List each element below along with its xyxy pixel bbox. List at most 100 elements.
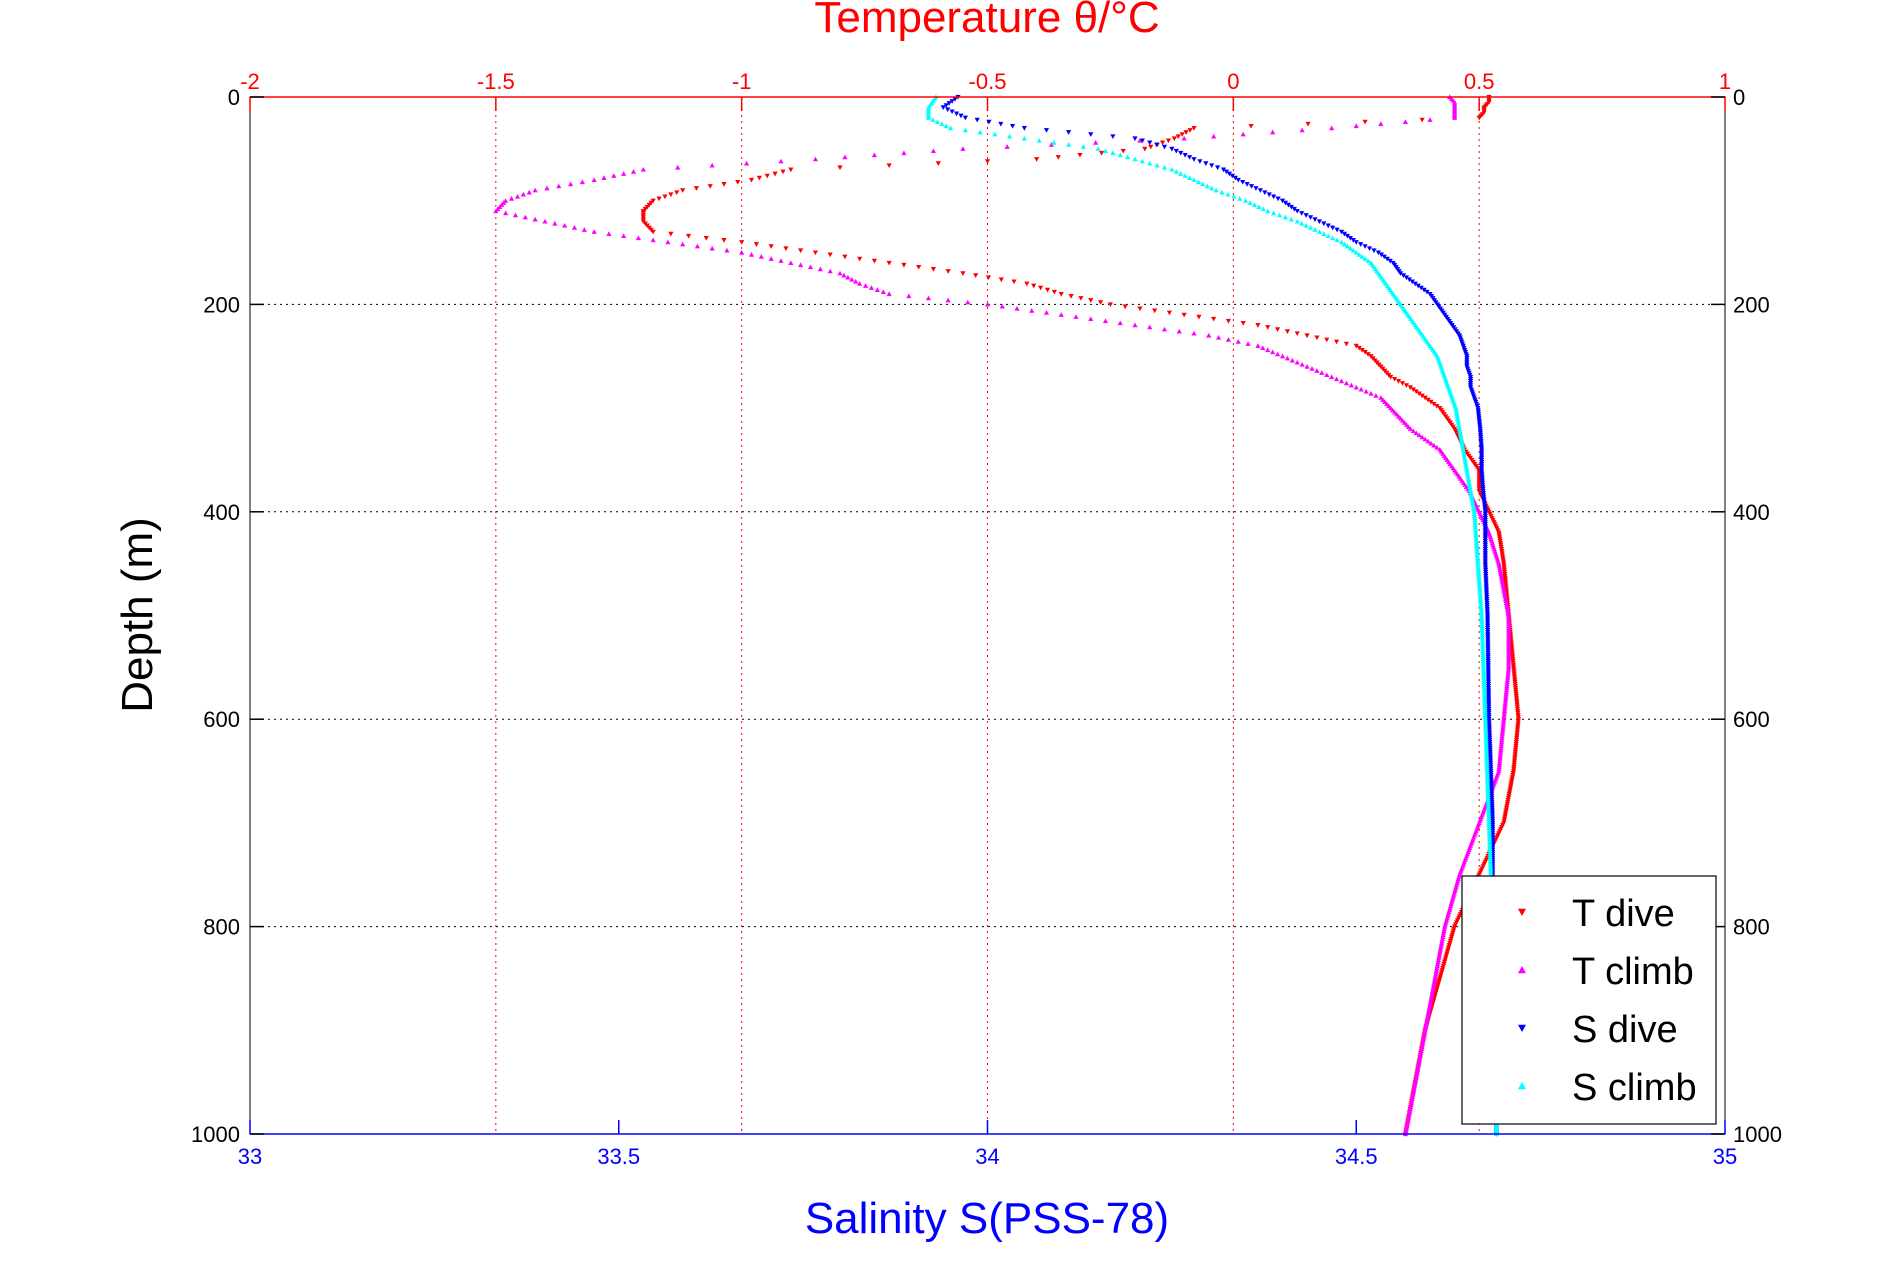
data-point [1407, 1108, 1413, 1114]
data-point [1334, 227, 1340, 233]
data-point [1457, 428, 1463, 433]
data-point [1299, 127, 1305, 133]
data-point [630, 169, 637, 174]
data-point [1186, 155, 1193, 160]
data-point [1437, 948, 1443, 954]
data-point [1362, 256, 1368, 261]
data-point [748, 252, 755, 257]
data-point [1497, 751, 1504, 757]
data-point [1409, 279, 1415, 285]
data-point [768, 256, 774, 261]
data-point [958, 113, 964, 119]
data-point [756, 175, 762, 181]
data-point [1505, 668, 1511, 674]
data-point [1412, 1079, 1418, 1085]
temperature-tick-label: -2 [240, 69, 260, 94]
data-point [1215, 334, 1222, 340]
data-point [1117, 152, 1123, 158]
data-point [1506, 664, 1512, 670]
data-point [1437, 946, 1444, 952]
data-point [1329, 374, 1335, 380]
data-point [817, 266, 823, 272]
data-point [581, 227, 587, 232]
data-point [1469, 496, 1475, 502]
data-point [778, 258, 784, 263]
data-point [1418, 1046, 1425, 1052]
axis-ticks [249, 96, 1726, 1135]
data-point [693, 186, 700, 191]
data-point [939, 121, 945, 127]
data-point [1051, 289, 1057, 295]
data-point [1456, 422, 1462, 427]
data-point [1245, 341, 1251, 346]
data-point [1260, 345, 1266, 351]
data-point [1206, 332, 1212, 338]
data-point [1433, 971, 1439, 977]
salinity-tick-label: 35 [1713, 1144, 1737, 1169]
data-point [591, 177, 597, 183]
data-point [798, 248, 804, 254]
data-point [1502, 704, 1508, 709]
data-point [1500, 581, 1506, 587]
data-point [1225, 191, 1231, 197]
data-point [798, 262, 804, 268]
data-point [611, 173, 617, 178]
data-point [1497, 760, 1503, 765]
data-point [849, 276, 855, 282]
data-point [621, 233, 627, 239]
data-point [945, 269, 951, 274]
data-point [567, 181, 574, 187]
data-point [1321, 231, 1327, 236]
data-point [1502, 596, 1509, 601]
data-point [1093, 140, 1099, 145]
data-point [1213, 187, 1219, 193]
data-point [674, 190, 680, 196]
data-point [1271, 194, 1277, 200]
data-point [1132, 136, 1138, 142]
data-point [1420, 1040, 1426, 1045]
data-point [1505, 673, 1511, 678]
data-point [1416, 1060, 1422, 1066]
data-point [1498, 745, 1504, 751]
data-point [1462, 459, 1468, 465]
data-point [1088, 316, 1094, 321]
data-point [1036, 137, 1042, 143]
data-point [1502, 706, 1508, 711]
data-point [1231, 193, 1237, 199]
data-point [650, 237, 656, 243]
data-point [1265, 325, 1271, 330]
data-point [662, 194, 668, 200]
data-point [1421, 1031, 1427, 1037]
data-point [1500, 724, 1506, 730]
data-point [522, 214, 528, 220]
data-point [1470, 500, 1476, 506]
data-point [1503, 600, 1509, 606]
data-point [1432, 973, 1438, 979]
data-point [1425, 1011, 1431, 1016]
data-point [532, 216, 538, 222]
data-point [1459, 438, 1465, 444]
data-point [1161, 326, 1168, 332]
depth-tick-label-right: 600 [1733, 707, 1770, 732]
data-point [1098, 150, 1105, 156]
data-point [1373, 393, 1379, 398]
data-point [1200, 181, 1206, 187]
data-point [1456, 426, 1463, 431]
data-point [1365, 258, 1371, 263]
data-point [1467, 488, 1474, 494]
data-point [1408, 1102, 1414, 1108]
data-point [1502, 594, 1508, 599]
data-point [1423, 1023, 1429, 1029]
data-point [1413, 430, 1419, 436]
data-point [1497, 569, 1504, 575]
data-point [542, 218, 548, 224]
data-point [1459, 442, 1466, 448]
data-point [1502, 702, 1508, 707]
data-point [1457, 430, 1463, 436]
data-point [748, 177, 755, 183]
data-point [1255, 343, 1261, 348]
data-point [1358, 386, 1364, 392]
data-point [1312, 227, 1318, 232]
data-point [1503, 598, 1509, 604]
